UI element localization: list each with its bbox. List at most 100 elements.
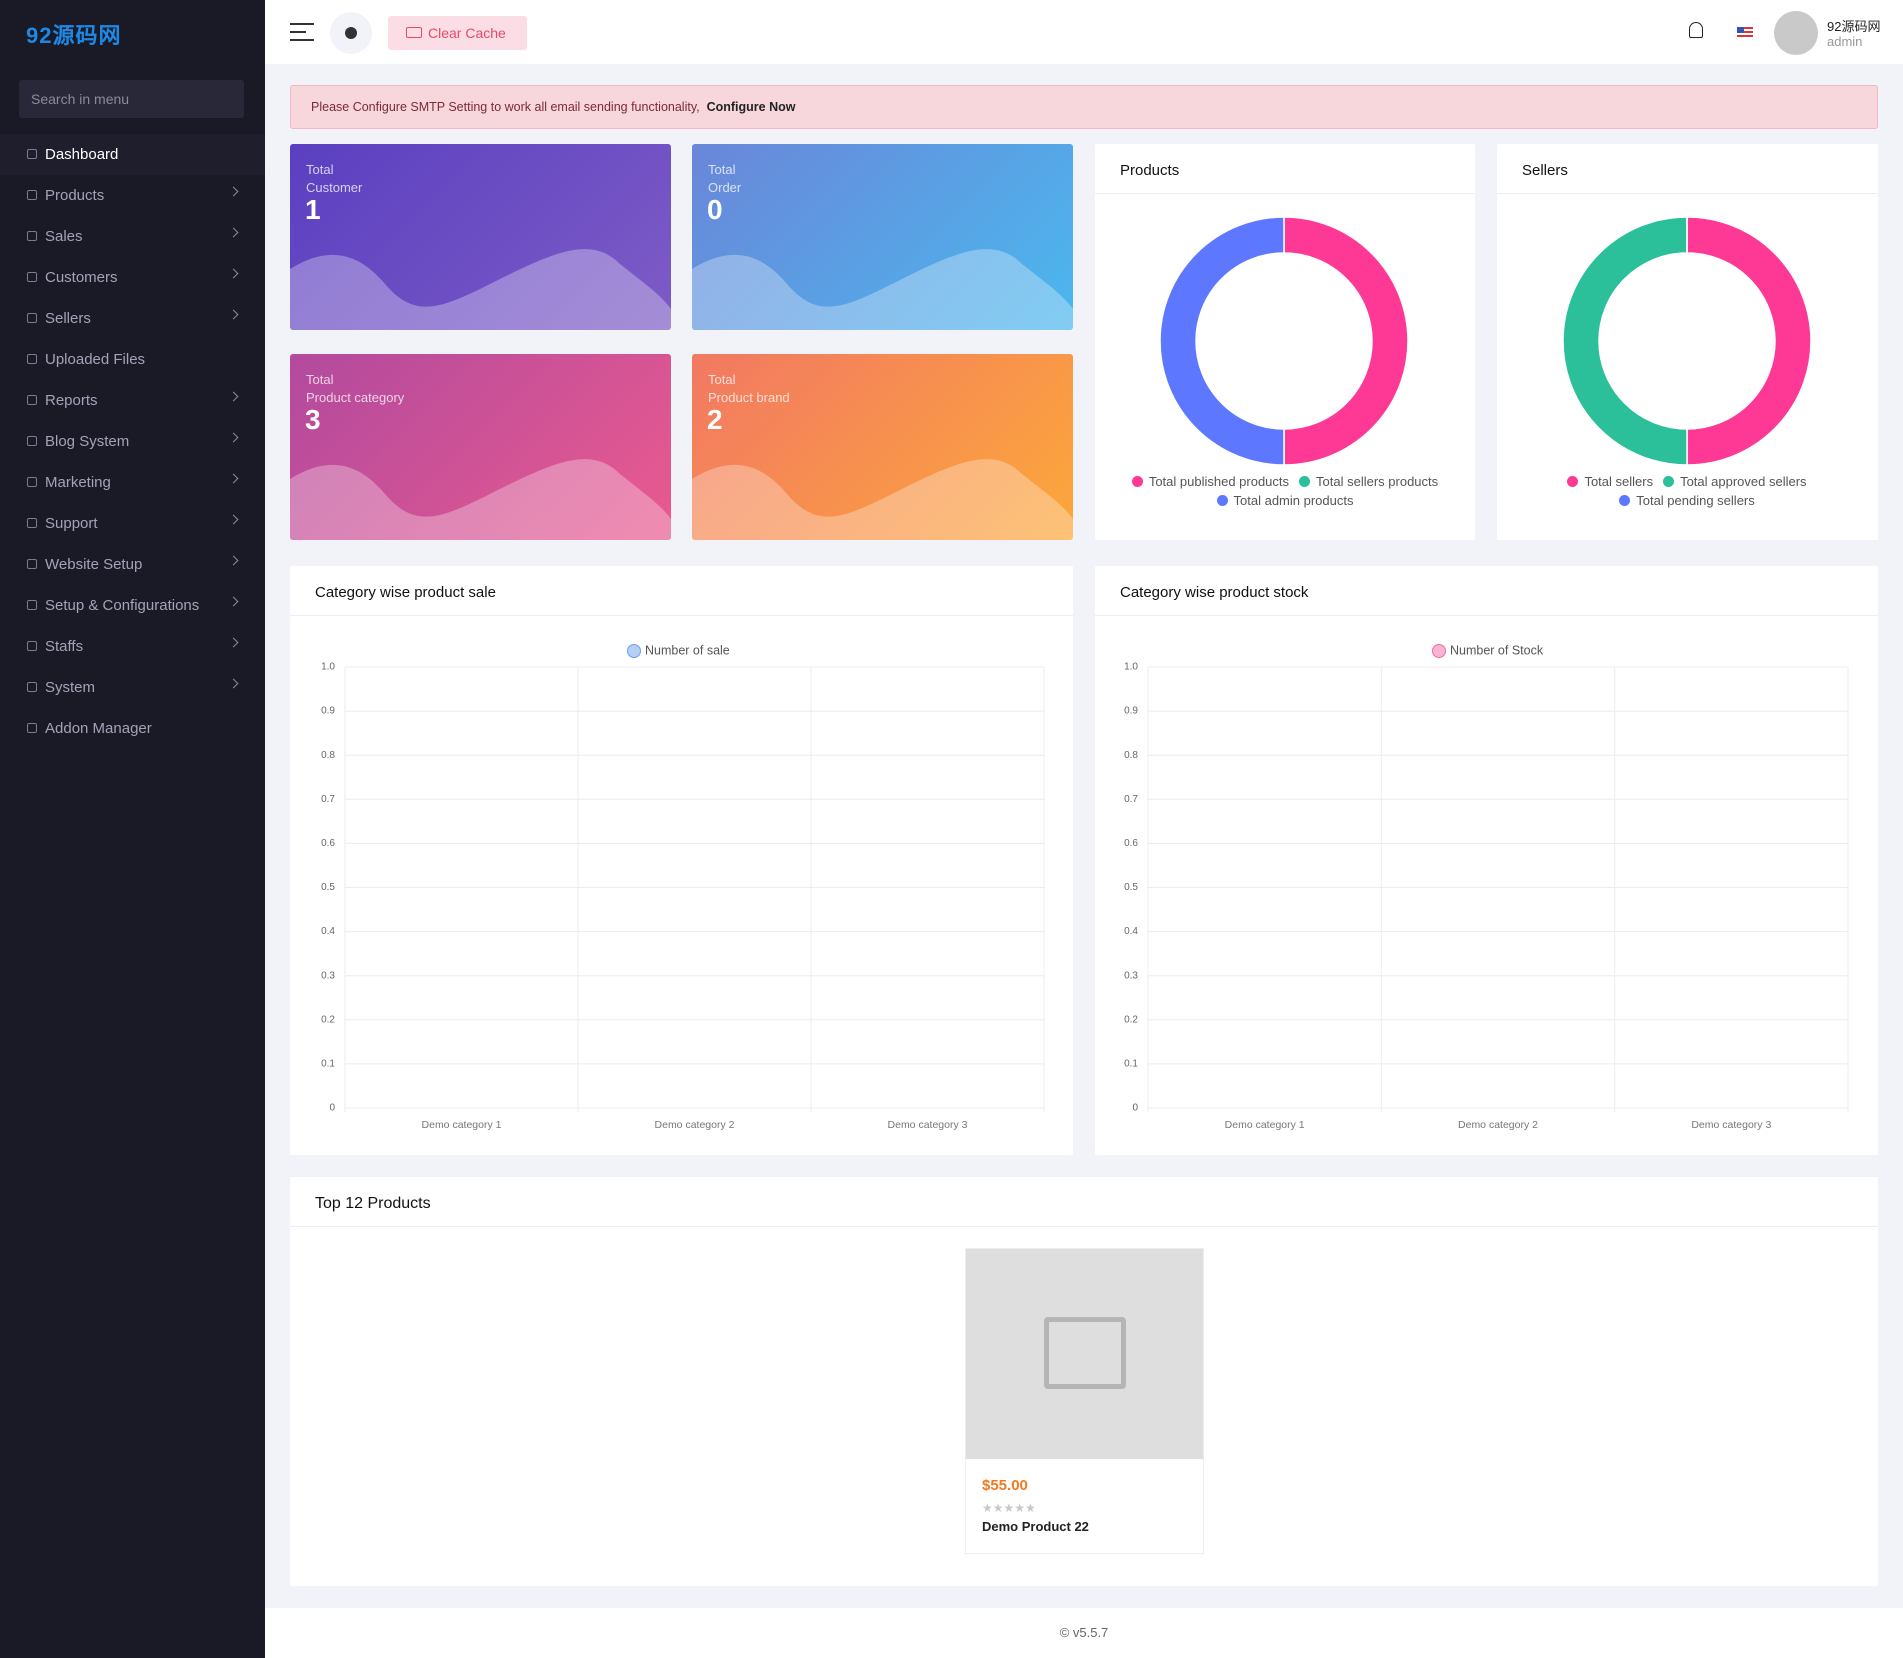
panel-title: Top 12 Products	[290, 1177, 1878, 1227]
legend-item[interactable]: Total approved sellers	[1663, 474, 1807, 489]
submenu-arrow	[228, 514, 239, 525]
stat-value: 3	[305, 404, 321, 435]
stat-label: Order	[708, 180, 742, 195]
wave	[692, 459, 1073, 540]
stat-card: Total Order 0	[692, 144, 1073, 330]
menu-item[interactable]: Uploaded Files	[0, 339, 265, 380]
user-name[interactable]: 92源码网	[1827, 19, 1881, 34]
submenu-arrow	[228, 227, 239, 238]
menu-icon	[27, 231, 37, 241]
product-name: Demo Product 22	[982, 1519, 1089, 1534]
submenu-arrow	[228, 391, 239, 402]
legend-label: Total admin products	[1233, 493, 1354, 508]
menu-icon	[27, 641, 37, 651]
submenu-arrow	[228, 596, 239, 607]
legend-label: Total approved sellers	[1680, 474, 1807, 489]
stat-label: Total	[306, 372, 334, 387]
rating-stars: ★★★★★	[982, 1501, 1036, 1515]
avatar[interactable]	[1774, 11, 1818, 55]
legend: Total sellers Total approved sellers Total…	[1527, 474, 1847, 508]
wave	[692, 249, 1073, 330]
legend-label: Total pending sellers	[1636, 493, 1755, 508]
menu-item[interactable]: Addon Manager	[0, 708, 265, 749]
menu-item[interactable]: Customers	[0, 257, 265, 298]
globe-button[interactable]	[330, 12, 372, 54]
menu-icon	[27, 600, 37, 610]
legend-swatch	[1567, 476, 1579, 487]
legend-swatch	[1131, 476, 1143, 487]
stat-label: Product brand	[708, 390, 790, 405]
language-flag[interactable]	[1737, 27, 1753, 38]
menu-item[interactable]: Sales	[0, 216, 265, 257]
product-price: $55.00	[982, 1477, 1028, 1494]
submenu-arrow	[228, 432, 239, 443]
menu-icon	[27, 682, 37, 692]
stat-value: 2	[707, 404, 723, 435]
clear-cache-button[interactable]: Clear Cache	[388, 16, 527, 50]
stat-value: 0	[707, 194, 723, 225]
menu-item[interactable]: Marketing	[0, 462, 265, 503]
topbar: Clear Cache 92源码网 admin	[265, 0, 1903, 64]
submenu-arrow	[228, 678, 239, 689]
sale-panel: Category wise product sale	[290, 566, 1073, 1155]
menu-toggle[interactable]	[290, 23, 314, 41]
user-role: admin	[1827, 34, 1863, 49]
panel-title: Category wise product sale	[290, 566, 1073, 616]
panel-title: Category wise product stock	[1095, 566, 1878, 616]
submenu-arrow	[228, 555, 239, 566]
legend-label: Total sellers products	[1316, 474, 1439, 489]
legend-swatch	[1619, 495, 1631, 506]
legend-swatch	[1663, 476, 1675, 487]
legend-item[interactable]: Total sellers	[1567, 474, 1653, 489]
alert-link[interactable]: Configure Now	[706, 100, 796, 114]
menu-item[interactable]: Dashboard	[0, 134, 265, 175]
legend-label: Total sellers	[1584, 474, 1654, 489]
sidebar: 92源码网 Search in menu Dashboard Products Sa…	[0, 0, 265, 1658]
menu-item[interactable]: Staffs	[0, 626, 265, 667]
menu-icon	[27, 190, 37, 200]
wave-shape	[290, 459, 671, 540]
stat-label: Product category	[306, 390, 405, 405]
menu-item[interactable]: Products	[0, 175, 265, 216]
panel-title: Products	[1095, 144, 1475, 194]
wave	[290, 249, 671, 330]
alert-message: Please Configure SMTP Setting to work al…	[311, 100, 700, 114]
legend-item[interactable]: Total admin products	[1216, 493, 1354, 508]
menu-item[interactable]: Reports	[0, 380, 265, 421]
menu-item[interactable]: Setup & Configurations	[0, 585, 265, 626]
menu-icon	[27, 149, 37, 159]
panel-title: Sellers	[1497, 144, 1878, 194]
legend-swatch	[1216, 495, 1228, 506]
stat-label: Total	[306, 162, 334, 177]
legend-item[interactable]: Total published products	[1131, 474, 1289, 489]
stat-label: Customer	[306, 180, 363, 195]
menu-icon	[27, 477, 37, 487]
bell-icon[interactable]	[1689, 22, 1703, 38]
wave	[290, 459, 671, 540]
submenu-arrow	[228, 637, 239, 648]
top-products-panel: Top 12 Products $55.00 ★★★★★ Demo Product …	[290, 1177, 1878, 1586]
wave-shape	[692, 249, 1073, 330]
menu-item[interactable]: Blog System	[0, 421, 265, 462]
stock-panel: Category wise product stock	[1095, 566, 1878, 1155]
menu-icon	[27, 723, 37, 733]
menu-icon	[27, 559, 37, 569]
menu-icon	[27, 354, 37, 364]
product-card[interactable]: $55.00 ★★★★★ Demo Product 22	[965, 1248, 1204, 1554]
logo[interactable]: 92源码网	[26, 23, 122, 48]
wave-shape	[692, 459, 1073, 540]
product-image	[966, 1249, 1203, 1459]
search-input[interactable]: Search in menu	[19, 80, 244, 118]
stat-value: 1	[305, 194, 321, 225]
legend-item[interactable]: Total pending sellers	[1619, 493, 1755, 508]
menu-icon	[27, 518, 37, 528]
image-placeholder-icon	[1044, 1317, 1126, 1389]
legend-item[interactable]: Total sellers products	[1299, 474, 1438, 489]
menu-item[interactable]: System	[0, 667, 265, 708]
menu-icon	[27, 272, 37, 282]
menu-item[interactable]: Support	[0, 503, 265, 544]
wave-shape	[290, 249, 671, 330]
menu-item[interactable]: Sellers	[0, 298, 265, 339]
menu-item[interactable]: Website Setup	[0, 544, 265, 585]
